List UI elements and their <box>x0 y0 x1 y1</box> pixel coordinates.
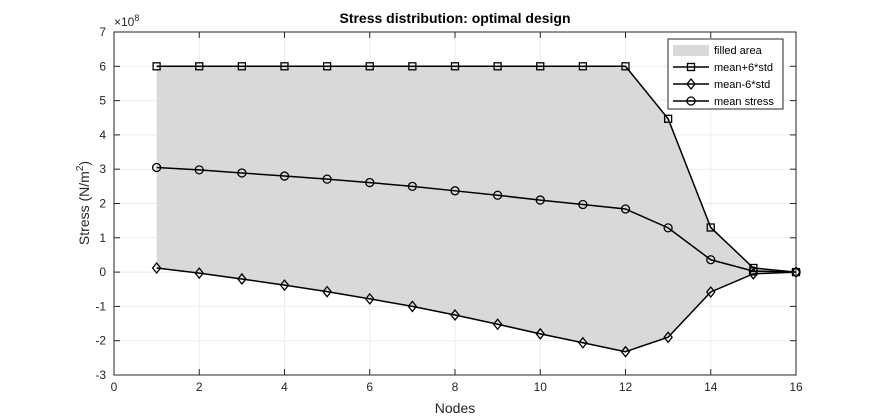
data-point-circle <box>748 266 759 276</box>
data-point-circle <box>450 186 460 196</box>
filled-area-layer <box>156 66 796 352</box>
data-point-square <box>237 62 247 71</box>
data-point-square <box>195 62 204 71</box>
data-point-circle <box>237 168 247 178</box>
y-axis-label-end: ) <box>76 161 92 166</box>
series-mean-stress <box>151 162 801 277</box>
data-point-diamond <box>237 272 247 286</box>
x-tick-label: 12 <box>619 380 633 394</box>
x-tick-label: 2 <box>196 380 203 394</box>
data-point-square <box>493 62 502 71</box>
legend-marker-circle <box>686 96 696 106</box>
x-tick-label: 14 <box>704 380 718 394</box>
data-point-diamond <box>151 261 162 275</box>
data-point-diamond <box>663 331 673 344</box>
series-line <box>156 166 797 273</box>
x-tick-label: 16 <box>789 380 803 394</box>
data-point-square <box>706 223 715 232</box>
data-point-square <box>408 62 417 71</box>
y-tick-label: 0 <box>99 265 106 279</box>
data-point-circle <box>407 181 418 192</box>
y-exponent-base: ×10 <box>114 15 135 29</box>
data-point-diamond <box>705 285 716 299</box>
data-point-square <box>663 114 673 123</box>
data-point-diamond <box>535 327 546 340</box>
data-point-square <box>322 62 332 71</box>
data-point-diamond <box>322 285 332 298</box>
series-line <box>156 65 797 273</box>
data-point-circle <box>706 255 716 265</box>
legend: filled area mean+6*std mean-6*std mean s… <box>667 38 784 110</box>
x-tick-label: 8 <box>452 380 459 394</box>
y-tick-label: 6 <box>99 59 106 73</box>
y-tick-label: 2 <box>99 197 106 211</box>
data-point-diamond <box>364 292 375 305</box>
x-tick-label: 4 <box>281 380 288 394</box>
data-point-circle <box>322 174 332 184</box>
data-point-circle <box>492 190 503 200</box>
data-point-circle <box>194 165 204 175</box>
y-tick-label: -2 <box>95 334 106 348</box>
x-tick-label: 0 <box>111 380 118 394</box>
y-tick-label: 4 <box>99 128 106 142</box>
y-tick-label: 3 <box>99 162 106 176</box>
data-point-circle <box>535 195 545 205</box>
y-axis-label-base: Stress (N/m <box>76 171 92 245</box>
legend-label-mean-plus-6std: mean+6*std <box>714 62 773 74</box>
series-layer <box>151 62 801 358</box>
data-point-circle <box>365 177 375 188</box>
data-point-diamond <box>492 318 503 331</box>
y-tick-label: 7 <box>99 25 106 39</box>
data-point-circle <box>663 223 673 233</box>
data-point-diamond <box>450 308 460 322</box>
data-point-diamond <box>748 267 759 280</box>
filled-area <box>156 66 796 352</box>
x-tick-label: 6 <box>366 380 373 394</box>
data-point-square <box>280 62 289 71</box>
data-point-circle <box>620 204 631 214</box>
y-axis-label: Stress (N/m2) <box>75 161 92 245</box>
data-point-circle <box>279 171 290 181</box>
x-axis-label: Nodes <box>435 400 475 416</box>
data-point-diamond <box>407 300 418 313</box>
data-point-circle <box>151 162 162 173</box>
data-point-square <box>536 62 545 71</box>
data-point-square <box>365 62 374 71</box>
legend-label-mean-stress: mean stress <box>714 96 774 108</box>
y-exponent-power: 8 <box>134 13 139 23</box>
legend-swatch-filled-area <box>673 45 709 56</box>
legend-marker-square <box>686 62 696 72</box>
data-point-circle <box>578 199 588 210</box>
data-point-square <box>621 62 630 71</box>
y-exponent-label: ×108 <box>114 13 139 29</box>
y-axis-label-sup: 2 <box>75 165 86 171</box>
series-line <box>156 267 797 353</box>
data-point-diamond <box>620 345 631 358</box>
legend-label-filled-area: filled area <box>714 45 763 57</box>
data-point-diamond <box>578 336 588 349</box>
data-point-diamond <box>279 279 290 292</box>
series-mean-6-std <box>152 62 801 277</box>
data-point-square <box>152 62 161 71</box>
legend-marker-diamond <box>686 77 696 91</box>
data-point-square <box>578 62 588 71</box>
y-tick-label: -3 <box>95 368 106 382</box>
y-tick-label: 5 <box>99 94 106 108</box>
legend-label-mean-minus-6std: mean-6*std <box>714 79 770 91</box>
chart-title: Stress distribution: optimal design <box>339 10 570 26</box>
series-mean-6-std <box>151 261 801 358</box>
y-tick-label: -1 <box>95 299 106 313</box>
data-point-diamond <box>194 267 205 280</box>
x-tick-label: 10 <box>534 380 548 394</box>
data-point-square <box>450 62 460 71</box>
y-tick-label: 1 <box>99 231 106 245</box>
